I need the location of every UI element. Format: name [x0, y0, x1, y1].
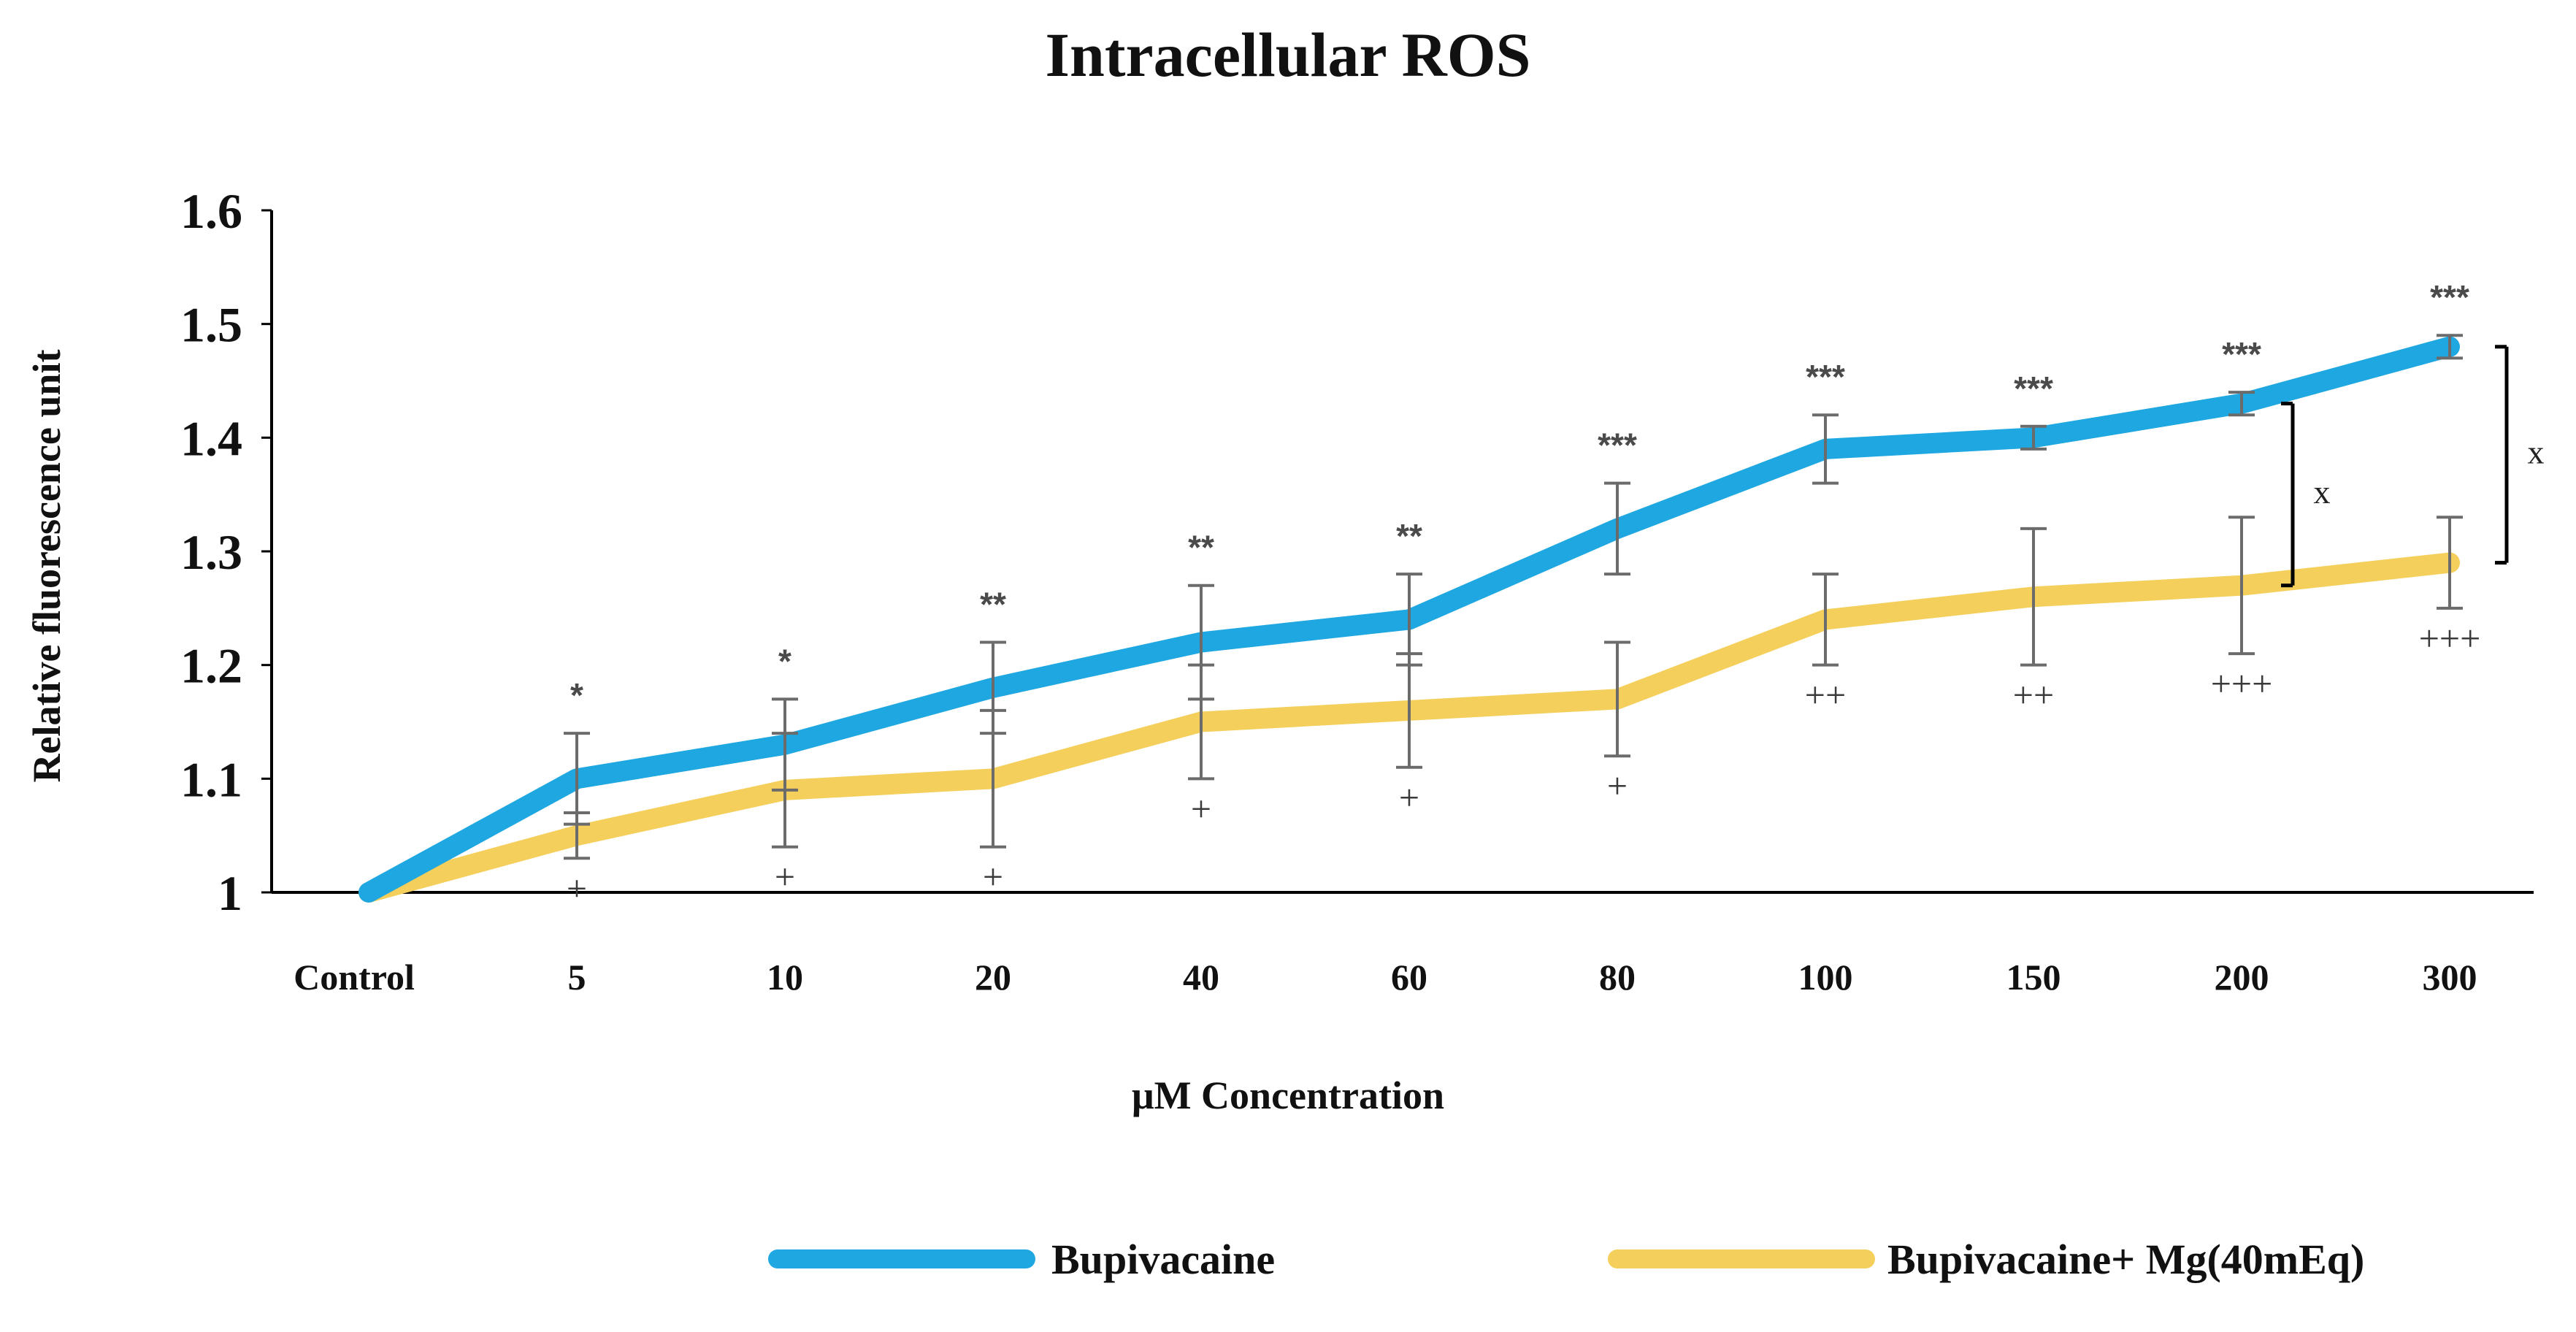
- error-bar: [2437, 334, 2463, 360]
- legend-label: Bupivacaine: [1051, 1236, 1275, 1283]
- x-tick-label: 80: [1599, 957, 1636, 998]
- x-tick-label: 300: [2423, 957, 2477, 998]
- significance-label-bupivacaine: ***: [1598, 426, 1637, 464]
- error-bar: [1812, 413, 1839, 485]
- significance-label-bupivacaine: **: [980, 586, 1006, 624]
- x-tick-label: 10: [767, 957, 803, 998]
- error-bar: [2020, 527, 2047, 667]
- significance-label-bupivacaine-mg: +++: [2419, 618, 2481, 659]
- legend-label: Bupivacaine+ Mg(40mEq): [1887, 1236, 2364, 1283]
- error-bar: [2020, 424, 2047, 451]
- error-bar: [1604, 481, 1630, 576]
- y-tick-label: 1.3: [180, 524, 242, 580]
- error-bar: [1188, 663, 1214, 781]
- comparison-bracket: x: [2281, 402, 2331, 588]
- x-tick-label: 40: [1183, 957, 1219, 998]
- x-tick-label: 100: [1798, 957, 1853, 998]
- error-bar: [2228, 516, 2255, 656]
- significance-label-bupivacaine-mg: ++: [1805, 675, 1846, 716]
- legend-item: Bupivacaine+ Mg(40mEq): [1608, 1236, 2364, 1283]
- error-bar: [564, 811, 590, 860]
- significance-label-bupivacaine-mg: ++: [2013, 675, 2054, 716]
- significance-label-bupivacaine: ***: [2014, 370, 2053, 407]
- significance-label-bupivacaine: ***: [1806, 358, 1845, 396]
- significance-label-bupivacaine-mg: +: [567, 868, 587, 908]
- significance-label-bupivacaine-mg: +: [1399, 777, 1419, 818]
- x-tick-label: 200: [2215, 957, 2269, 998]
- significance-label-bupivacaine-mg: +: [1191, 788, 1211, 829]
- y-axis-title: Relative fluorescence unit: [25, 350, 69, 783]
- x-tick-label: 20: [975, 957, 1011, 998]
- x-tick-label: Control: [294, 957, 415, 998]
- significance-label-bupivacaine: **: [1396, 517, 1422, 555]
- significance-label-bupivacaine: **: [1188, 529, 1214, 567]
- significance-label-bupivacaine-mg: +: [983, 857, 1003, 897]
- x-tick-label: 150: [2006, 957, 2061, 998]
- error-bar: [2437, 516, 2463, 610]
- significance-label-bupivacaine: *: [778, 642, 791, 680]
- chart-title: Intracellular ROS: [1046, 20, 1531, 90]
- y-tick-label: 1: [218, 865, 242, 921]
- y-tick-label: 1.5: [180, 297, 242, 353]
- significance-label-bupivacaine-mg: +++: [2211, 663, 2273, 704]
- significance-label-bupivacaine: ***: [2430, 278, 2469, 316]
- significance-label-bupivacaine-mg: +: [1607, 765, 1628, 806]
- legend-item: Bupivacaine: [768, 1236, 1275, 1283]
- x-axis-title: μM Concentration: [1132, 1073, 1444, 1117]
- significance-label-bupivacaine: ***: [2222, 335, 2261, 373]
- error-bar: [1604, 640, 1630, 758]
- significance-label-bupivacaine: *: [570, 676, 583, 714]
- significance-label-bupivacaine-mg: +: [775, 857, 795, 897]
- error-bar: [980, 708, 1006, 849]
- y-tick-label: 1.2: [180, 638, 242, 694]
- error-bar: [2228, 391, 2255, 417]
- error-bar: [1396, 652, 1422, 769]
- data-point: [366, 889, 372, 895]
- error-bar: [772, 732, 798, 849]
- y-tick-label: 1.6: [180, 183, 242, 239]
- comparison-label: x: [2314, 473, 2331, 510]
- error-bar: [1812, 573, 1839, 667]
- x-tick-label: 5: [568, 957, 586, 998]
- x-tick-label: 60: [1391, 957, 1427, 998]
- comparison-label: x: [2528, 434, 2545, 471]
- y-tick-label: 1.4: [180, 410, 242, 466]
- comparison-bracket: x: [2495, 345, 2545, 565]
- y-tick-label: 1.1: [180, 751, 242, 807]
